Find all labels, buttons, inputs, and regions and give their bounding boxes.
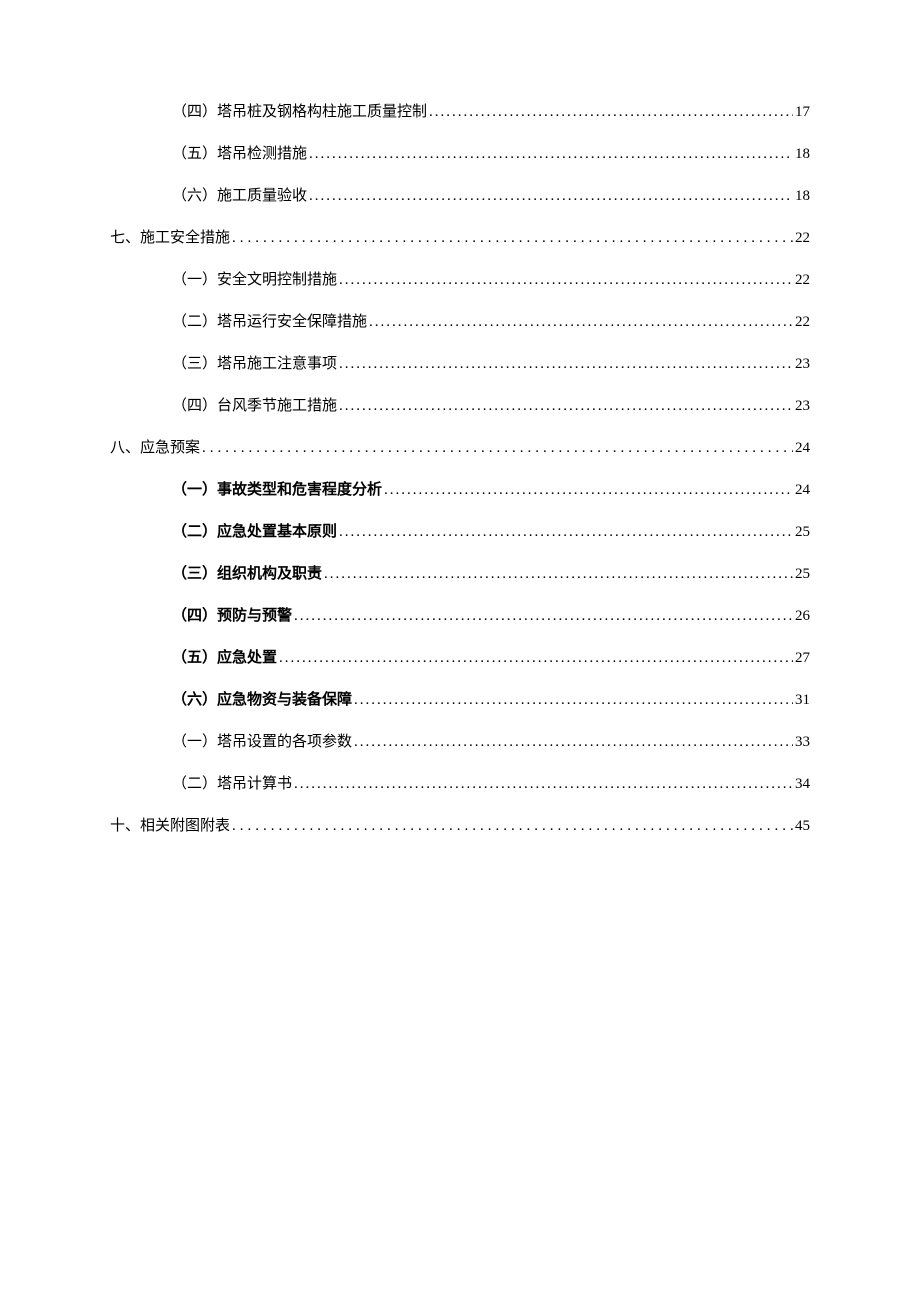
toc-entry: （六）施工质量验收...............................…: [172, 184, 810, 208]
toc-entry-page: 18: [795, 142, 810, 166]
toc-leader-dots: ........................................…: [339, 394, 793, 418]
toc-entry-page: 17: [795, 100, 810, 124]
toc-entry-page: 23: [795, 394, 810, 418]
toc-leader-dots: ........................................…: [339, 520, 793, 544]
toc-leader-dots: ........................................…: [309, 184, 793, 208]
toc-entry-page: 33: [795, 730, 810, 754]
toc-leader-dots: ........................................…: [369, 310, 793, 334]
toc-entry: （一）塔吊设置的各项参数............................…: [172, 730, 810, 754]
toc-entry-page: 24: [795, 436, 810, 460]
toc-entry-page: 27: [795, 646, 810, 670]
toc-entry-label: （四）预防与预警: [172, 604, 292, 628]
toc-entry: （四）塔吊桩及钢格构柱施工质量控制.......................…: [172, 100, 810, 124]
toc-entry-label: 八、应急预案: [110, 436, 200, 460]
toc-leader-dots: ........................................…: [309, 142, 793, 166]
toc-entry-page: 34: [795, 772, 810, 796]
toc-entry-page: 24: [795, 478, 810, 502]
toc-entry: （五）塔吊检测措施...............................…: [172, 142, 810, 166]
toc-entry: 八、应急预案..................................…: [110, 436, 810, 460]
toc-entry-page: 25: [795, 562, 810, 586]
toc-entry-label: （三）组织机构及职责: [172, 562, 322, 586]
toc-entry: （二）应急处置基本原则.............................…: [172, 520, 810, 544]
toc-leader-dots: ........................................…: [354, 730, 793, 754]
toc-leader-dots: ........................................…: [202, 436, 793, 460]
toc-entry: （三）塔吊施工注意事项.............................…: [172, 352, 810, 376]
toc-entry: 十、相关附图附表................................…: [110, 814, 810, 838]
toc-leader-dots: ........................................…: [294, 772, 793, 796]
toc-leader-dots: ........................................…: [429, 100, 793, 124]
toc-entry-page: 31: [795, 688, 810, 712]
toc-entry: （六）应急物资与装备保障............................…: [172, 688, 810, 712]
toc-leader-dots: ........................................…: [339, 352, 793, 376]
toc-leader-dots: ........................................…: [354, 688, 793, 712]
table-of-contents: （四）塔吊桩及钢格构柱施工质量控制.......................…: [110, 100, 810, 838]
toc-entry-page: 18: [795, 184, 810, 208]
toc-entry: （二）塔吊计算书................................…: [172, 772, 810, 796]
toc-entry-label: 十、相关附图附表: [110, 814, 230, 838]
toc-entry: （三）组织机构及职责..............................…: [172, 562, 810, 586]
toc-entry-label: （六）施工质量验收: [172, 184, 307, 208]
toc-leader-dots: ........................................…: [279, 646, 793, 670]
toc-entry-label: （三）塔吊施工注意事项: [172, 352, 337, 376]
toc-entry: （一）安全文明控制措施.............................…: [172, 268, 810, 292]
toc-leader-dots: ........................................…: [232, 226, 793, 250]
toc-entry-page: 23: [795, 352, 810, 376]
toc-entry: （四）预防与预警................................…: [172, 604, 810, 628]
toc-entry: 七、施工安全措施................................…: [110, 226, 810, 250]
toc-entry-label: 七、施工安全措施: [110, 226, 230, 250]
toc-entry-label: （五）应急处置: [172, 646, 277, 670]
toc-leader-dots: ........................................…: [339, 268, 793, 292]
toc-leader-dots: ........................................…: [324, 562, 793, 586]
toc-entry-label: （五）塔吊检测措施: [172, 142, 307, 166]
toc-entry: （一）事故类型和危害程度分析..........................…: [172, 478, 810, 502]
toc-entry-page: 45: [795, 814, 810, 838]
toc-entry-label: （六）应急物资与装备保障: [172, 688, 352, 712]
toc-entry-page: 22: [795, 226, 810, 250]
toc-entry-label: （一）事故类型和危害程度分析: [172, 478, 382, 502]
toc-entry-label: （一）安全文明控制措施: [172, 268, 337, 292]
toc-entry-label: （一）塔吊设置的各项参数: [172, 730, 352, 754]
toc-entry: （二）塔吊运行安全保障措施...........................…: [172, 310, 810, 334]
toc-entry: （四）台风季节施工措施.............................…: [172, 394, 810, 418]
toc-entry-label: （四）台风季节施工措施: [172, 394, 337, 418]
toc-entry-label: （二）塔吊运行安全保障措施: [172, 310, 367, 334]
toc-entry-page: 22: [795, 268, 810, 292]
toc-entry-label: （二）应急处置基本原则: [172, 520, 337, 544]
toc-entry-label: （四）塔吊桩及钢格构柱施工质量控制: [172, 100, 427, 124]
toc-entry: （五）应急处置.................................…: [172, 646, 810, 670]
toc-leader-dots: ........................................…: [232, 814, 793, 838]
toc-entry-page: 25: [795, 520, 810, 544]
toc-leader-dots: ........................................…: [384, 478, 793, 502]
toc-entry-page: 22: [795, 310, 810, 334]
toc-entry-page: 26: [795, 604, 810, 628]
toc-leader-dots: ........................................…: [294, 604, 793, 628]
toc-entry-label: （二）塔吊计算书: [172, 772, 292, 796]
